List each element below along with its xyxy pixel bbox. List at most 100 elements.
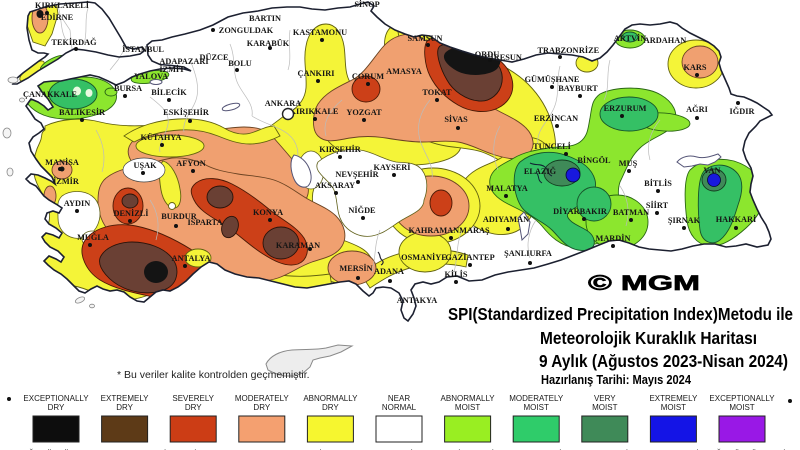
svg-text:DRY: DRY xyxy=(253,403,270,412)
svg-text:ISPARTA: ISPARTA xyxy=(188,218,223,227)
svg-text:BİNGÖL: BİNGÖL xyxy=(577,155,611,165)
svg-text:UŞAK: UŞAK xyxy=(133,161,157,170)
svg-text:VAN: VAN xyxy=(704,166,721,175)
svg-text:ABNORMALLY: ABNORMALLY xyxy=(441,394,496,403)
svg-text:DÜZCE: DÜZCE xyxy=(199,53,229,62)
svg-text:KARS: KARS xyxy=(683,63,706,72)
svg-text:ŞANLIURFA: ŞANLIURFA xyxy=(504,249,552,258)
svg-text:TUNCELİ: TUNCELİ xyxy=(533,141,571,151)
svg-text:ORDU: ORDU xyxy=(475,50,499,59)
svg-text:ANKARA: ANKARA xyxy=(265,99,301,108)
svg-text:MODERATELY: MODERATELY xyxy=(509,394,564,403)
svg-text:© MGM: © MGM xyxy=(588,271,700,295)
svg-text:KONYA: KONYA xyxy=(253,208,283,217)
svg-text:OLAĞANÜSTÜ KURAK: OLAĞANÜSTÜ KURAK xyxy=(11,448,102,450)
svg-text:EXCEPTIONALLY: EXCEPTIONALLY xyxy=(709,394,775,403)
svg-text:ADAPAZARI: ADAPAZARI xyxy=(159,57,208,66)
svg-text:DİYARBAKIR: DİYARBAKIR xyxy=(553,206,608,216)
svg-text:AŞIRI KURAK: AŞIRI KURAK xyxy=(98,448,152,450)
svg-text:MUĞLA: MUĞLA xyxy=(77,232,109,242)
svg-text:BOLU: BOLU xyxy=(228,59,252,68)
svg-text:İZMİR: İZMİR xyxy=(53,176,80,186)
svg-text:AĞRI: AĞRI xyxy=(686,104,708,114)
svg-text:SİVAS: SİVAS xyxy=(444,114,468,124)
svg-text:BALIKESİR: BALIKESİR xyxy=(59,107,106,117)
svg-text:SİİRT: SİİRT xyxy=(646,200,669,210)
svg-text:YALOVA: YALOVA xyxy=(134,72,168,81)
svg-text:ZONGULDAK: ZONGULDAK xyxy=(219,26,274,35)
svg-text:MALATYA: MALATYA xyxy=(486,184,528,193)
svg-text:İSTANBUL: İSTANBUL xyxy=(122,44,164,54)
svg-text:NEAR: NEAR xyxy=(388,394,410,403)
svg-text:TOKAT: TOKAT xyxy=(422,88,452,97)
svg-text:MOIST: MOIST xyxy=(661,403,686,412)
svg-text:OSMANİYE: OSMANİYE xyxy=(401,252,447,262)
svg-text:AKSARAY: AKSARAY xyxy=(315,181,355,190)
svg-text:ERZİNCAN: ERZİNCAN xyxy=(534,113,578,123)
svg-text:EXCEPTIONALLY: EXCEPTIONALLY xyxy=(23,394,89,403)
svg-text:ARDAHAN: ARDAHAN xyxy=(644,36,686,45)
svg-text:BARTIN: BARTIN xyxy=(249,14,281,23)
svg-text:EXTREMELY: EXTREMELY xyxy=(649,394,698,403)
svg-text:ORTA KURAK: ORTA KURAK xyxy=(235,448,289,450)
svg-text:GÜMÜŞHANE: GÜMÜŞHANE xyxy=(525,75,580,84)
svg-text:SEVERELY: SEVERELY xyxy=(172,394,214,403)
svg-text:KIRIKKALE: KIRIKKALE xyxy=(290,107,339,116)
svg-text:SPI(Standardized Precipitation: SPI(Standardized Precipitation Index)Met… xyxy=(448,304,793,324)
svg-text:ANTAKYA: ANTAKYA xyxy=(397,296,438,305)
svg-text:KARAMAN: KARAMAN xyxy=(276,241,320,250)
svg-text:DRY: DRY xyxy=(48,403,65,412)
svg-text:KİLİS: KİLİS xyxy=(444,269,467,279)
svg-text:* Bu veriler kalite kontrolden: * Bu veriler kalite kontrolden geçmemişt… xyxy=(117,369,310,381)
svg-text:ÇORUM: ÇORUM xyxy=(352,72,384,81)
svg-text:ORTA NEMLİ: ORTA NEMLİ xyxy=(511,448,562,450)
svg-text:ADIYAMAN: ADIYAMAN xyxy=(483,215,529,224)
svg-text:ESKİŞEHİR: ESKİŞEHİR xyxy=(163,107,210,117)
svg-text:HAKKARİ: HAKKARİ xyxy=(716,214,757,224)
svg-text:KAYSERİ: KAYSERİ xyxy=(373,162,410,172)
svg-text:ŞIRNAK: ŞIRNAK xyxy=(668,216,701,225)
svg-text:ADANA: ADANA xyxy=(374,267,404,276)
svg-text:OLAĞANÜSTÜ NEMLİ: OLAĞANÜSTÜ NEMLİ xyxy=(699,448,786,450)
svg-text:VERY: VERY xyxy=(594,394,616,403)
svg-text:MOIST: MOIST xyxy=(592,403,617,412)
svg-text:ERZURUM: ERZURUM xyxy=(604,104,647,113)
svg-text:ABNORMALLY: ABNORMALLY xyxy=(303,394,358,403)
svg-text:TEKİRDAĞ: TEKİRDAĞ xyxy=(51,37,97,47)
svg-text:GAZİANTEP: GAZİANTEP xyxy=(445,252,494,262)
svg-text:KIRKLARELİ: KIRKLARELİ xyxy=(35,0,89,10)
svg-text:MOIST: MOIST xyxy=(455,403,480,412)
svg-text:NİĞDE: NİĞDE xyxy=(348,205,376,215)
svg-text:EDİRNE: EDİRNE xyxy=(41,12,74,22)
svg-text:KÜTAHYA: KÜTAHYA xyxy=(140,133,181,142)
svg-text:KIRŞEHİR: KIRŞEHİR xyxy=(319,144,362,154)
svg-text:HAFİF KURAK: HAFİF KURAK xyxy=(302,448,359,450)
svg-text:MODERATELY: MODERATELY xyxy=(235,394,290,403)
svg-text:HAFİF NEMLİ: HAFİF NEMLİ xyxy=(441,448,494,450)
svg-text:DRY: DRY xyxy=(322,403,339,412)
svg-text:AMASYA: AMASYA xyxy=(386,67,422,76)
svg-text:SİNOP: SİNOP xyxy=(354,0,379,9)
svg-text:BİLECİK: BİLECİK xyxy=(151,87,187,97)
svg-text:IĞDIR: IĞDIR xyxy=(730,106,756,116)
svg-text:NEVŞEHİR: NEVŞEHİR xyxy=(335,169,379,179)
svg-text:RİZE: RİZE xyxy=(579,45,600,55)
svg-text:MANİSA: MANİSA xyxy=(45,157,79,167)
svg-text:DRY: DRY xyxy=(116,403,133,412)
svg-text:MARDİN: MARDİN xyxy=(595,233,630,243)
svg-text:BURSA: BURSA xyxy=(114,84,142,93)
svg-text:BATMAN: BATMAN xyxy=(613,208,649,217)
svg-text:Meteorolojik Kuraklık Haritası: Meteorolojik Kuraklık Haritası xyxy=(540,328,757,348)
svg-text:ARTVİN: ARTVİN xyxy=(614,33,646,43)
svg-text:SAMSUN: SAMSUN xyxy=(407,34,442,43)
svg-text:ÇANAKKALE: ÇANAKKALE xyxy=(23,90,77,99)
svg-text:DENİZLİ: DENİZLİ xyxy=(113,208,148,218)
svg-text:ELAZIĞ: ELAZIĞ xyxy=(524,166,557,176)
svg-text:AYDIN: AYDIN xyxy=(64,199,90,208)
svg-text:ANTALYA: ANTALYA xyxy=(172,254,211,263)
svg-text:AŞIRI NEMLİ: AŞIRI NEMLİ xyxy=(648,448,699,450)
svg-text:KASTAMONU: KASTAMONU xyxy=(293,28,347,37)
svg-text:DRY: DRY xyxy=(185,403,202,412)
svg-text:BİTLİS: BİTLİS xyxy=(644,178,672,188)
svg-text:MOIST: MOIST xyxy=(729,403,754,412)
